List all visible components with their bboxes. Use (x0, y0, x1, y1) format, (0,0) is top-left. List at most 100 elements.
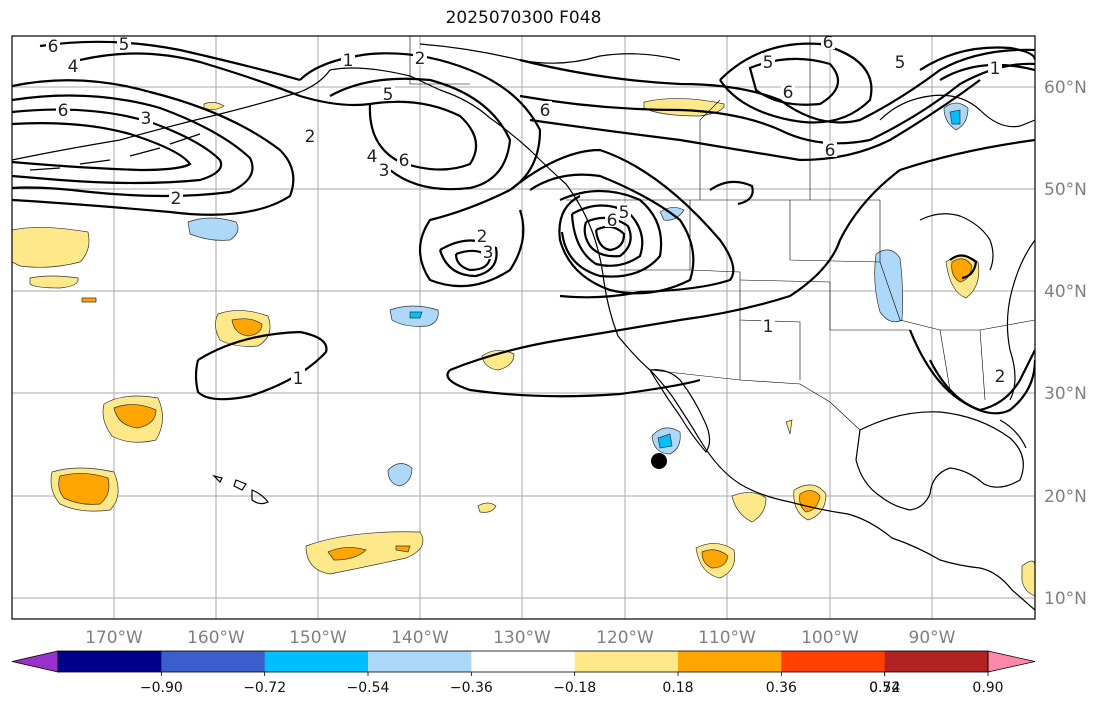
coast-gulf (855, 411, 1024, 511)
contour-label: 6 (399, 151, 410, 171)
longitude-labels: 170°W 160°W 150°W 140°W 130°W 120°W 110°W 100°W… (85, 628, 956, 648)
latitude-label: 20°N (1044, 487, 1087, 507)
latitude-label: 40°N (1044, 282, 1087, 302)
contour-label-bg (291, 369, 305, 385)
colorbar-segment (58, 651, 162, 672)
coast-alaska-n (419, 43, 681, 64)
contour-label: 4 (68, 57, 79, 77)
contour-label-bg (46, 37, 60, 53)
contour-label: 2 (305, 127, 316, 147)
contour-label: 1 (293, 369, 304, 389)
contour-label-bg (169, 189, 183, 205)
longitude-label: 140°W (391, 628, 449, 648)
contour-label-bg (139, 109, 153, 125)
coast-alaska (12, 69, 331, 161)
blue-patch-3 (387, 463, 413, 487)
contour-label-bg (781, 83, 795, 99)
contour-label: 1 (343, 51, 354, 71)
contour-label-bg (117, 36, 131, 51)
contour-label-bg (66, 57, 80, 73)
contour-label-bg (56, 101, 70, 117)
contour-label-bg (303, 127, 317, 143)
coast-nw-america (329, 67, 1035, 611)
contour-label: 5 (619, 203, 630, 223)
contour-label-bg (481, 243, 495, 259)
orange-patch-6b (395, 545, 411, 553)
contour-label: 2 (477, 227, 488, 247)
colorbar-segment (574, 651, 679, 672)
yellow-patch-gulf (785, 419, 793, 435)
contour-label: 2 (415, 49, 426, 69)
contour-label-bg (341, 51, 355, 67)
orange-patch-9 (701, 549, 729, 569)
longitude-label: 150°W (289, 628, 347, 648)
colorbar-tick-label: −0.54 (347, 680, 390, 696)
coast-hudson (879, 94, 1035, 128)
contour-label: 5 (895, 53, 906, 73)
cyan-patch-baja (657, 433, 673, 449)
political-borders (409, 36, 1035, 431)
contour-label-bg (761, 317, 775, 333)
colorbar-segment (781, 651, 886, 672)
colorbar-tick-label: 0.36 (766, 680, 797, 696)
contour-label-bg (365, 147, 379, 163)
contour-label-bg (988, 59, 1002, 75)
colorbar-outline (57, 650, 989, 673)
contour-label-bg (893, 53, 907, 69)
yellow-patch-aleut (203, 102, 225, 110)
aleutians (29, 133, 201, 171)
hawaii-2 (233, 479, 247, 491)
contour-label: 2 (995, 367, 1006, 387)
blue-patch-1 (187, 217, 239, 241)
contour-label: 5 (763, 53, 774, 73)
location-marker (651, 453, 667, 469)
contour-label: 3 (141, 109, 152, 129)
latitude-labels: 60°N 50°N 40°N 30°N 20°N 10°N (1044, 78, 1087, 609)
coast-baja (649, 369, 711, 453)
latitude-label: 30°N (1044, 384, 1087, 404)
colorbar-segment (264, 651, 369, 672)
orange-patch-mid (231, 318, 263, 337)
orange-patch-4 (58, 473, 110, 505)
colorbar-extend-high (987, 650, 1036, 673)
plot-title: 2025070300 F048 (445, 8, 602, 28)
contour-label: 5 (383, 85, 394, 105)
latitude-label: 60°N (1044, 78, 1087, 98)
yellow-patch-nw (12, 227, 90, 268)
contour-label-bg (821, 36, 835, 49)
cyan-patch-hudson (949, 109, 961, 125)
contour-label: 6 (540, 101, 551, 121)
colorbar-extend-low (11, 650, 59, 673)
contour-label: 1 (763, 317, 774, 337)
colorbar-tick-label: 0.72 (869, 680, 900, 696)
contour-label: 6 (48, 37, 59, 57)
yellow-patch-7 (731, 492, 767, 523)
contour-label: 3 (379, 161, 390, 181)
contour-label-bg (475, 227, 489, 243)
colorbar-segment (884, 651, 989, 672)
longitude-label: 90°W (909, 628, 956, 648)
yellow-patch-w2 (29, 275, 79, 289)
contour-label-bg (413, 49, 427, 65)
longitude-label: 170°W (85, 628, 143, 648)
coast-florida (999, 419, 1027, 449)
map-area (12, 36, 1035, 619)
contour-label: 6 (825, 141, 836, 161)
blue-patch-midwest (874, 249, 904, 323)
colorbar-segment (368, 651, 472, 672)
contour-label-bg (761, 53, 775, 69)
orange-patch-small (81, 297, 97, 303)
longitude-label: 110°W (698, 628, 756, 648)
coast-greatlakes (919, 213, 994, 271)
contour-label-bg (538, 101, 552, 117)
longitude-label: 100°W (801, 628, 859, 648)
yellow-patch-5 (477, 502, 497, 513)
colorbar-tick-label: −0.18 (553, 680, 596, 696)
colorbar-segment (161, 651, 266, 672)
coastlines (12, 43, 1035, 611)
longitude-label: 130°W (493, 628, 551, 648)
longitude-label: 120°W (596, 628, 654, 648)
orange-patch-3 (113, 404, 157, 429)
yellow-patch-6 (305, 531, 424, 575)
